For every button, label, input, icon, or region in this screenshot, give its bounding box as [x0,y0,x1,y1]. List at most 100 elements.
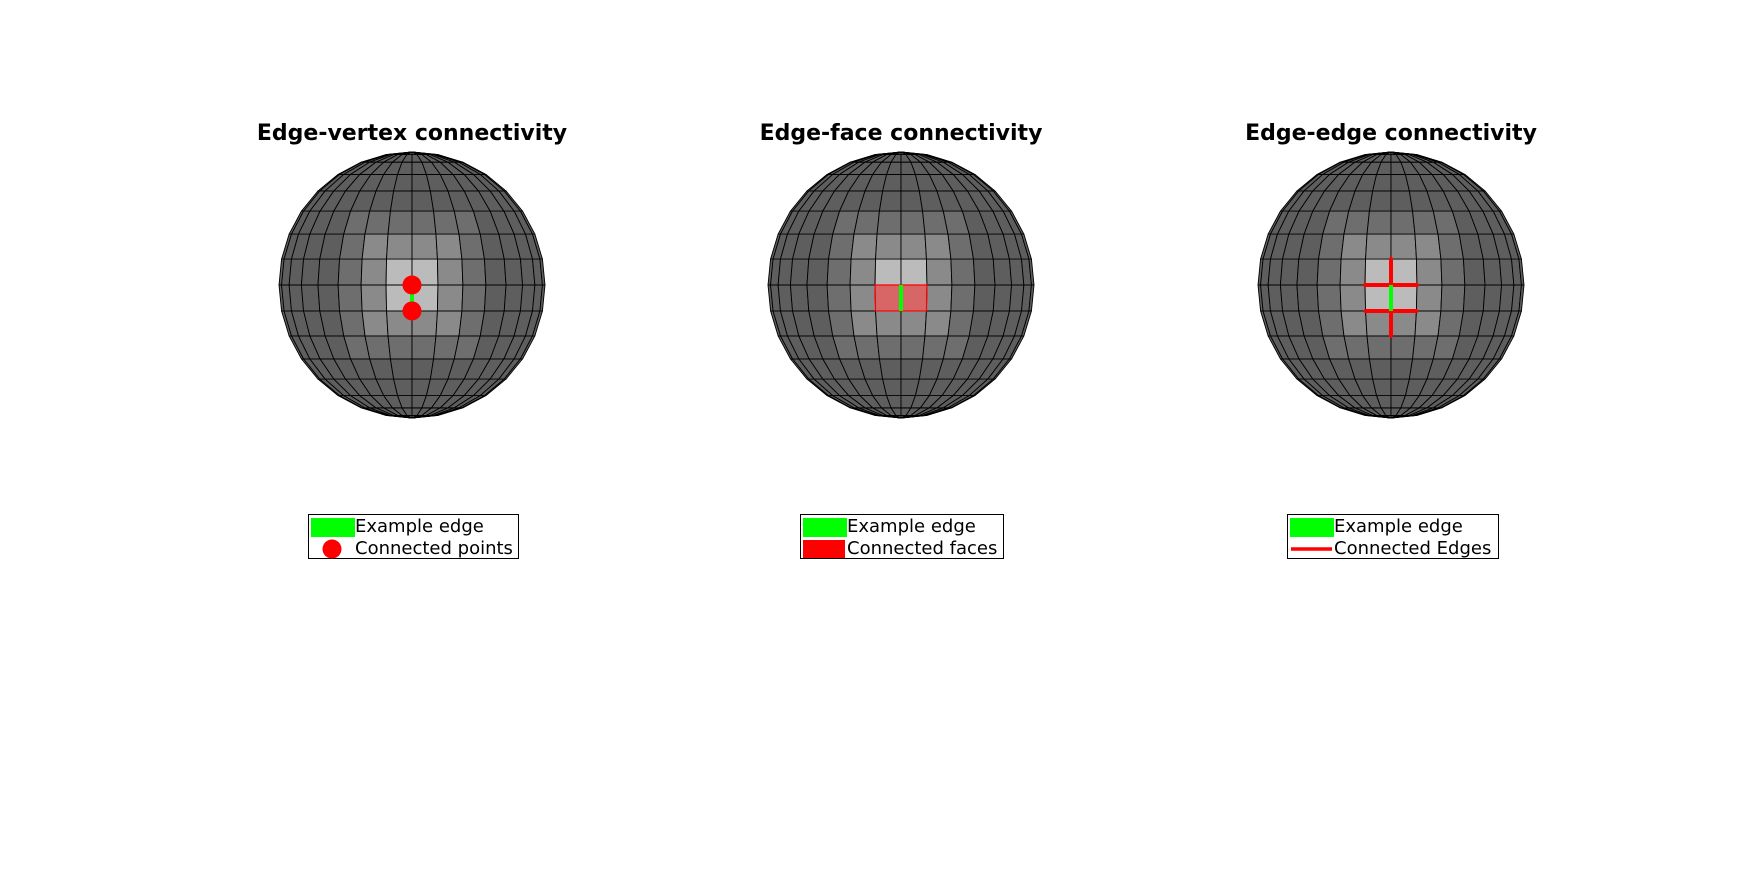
legend-label: Example edge [847,517,976,537]
mesh-face [484,259,506,285]
panel-edge-face: Edge-face connectivity Example edge Conn… [661,0,1141,888]
mesh-face [484,285,506,311]
legend-green-patch-icon [801,516,849,538]
mesh-face [437,259,462,285]
mesh-face [387,234,412,259]
mesh-face [925,234,951,259]
mesh-face [1369,359,1391,379]
legend-label: Connected Edges [1334,539,1491,559]
mesh-face [390,359,412,379]
legend-red-line-icon [1288,538,1336,560]
mesh-face [462,285,486,311]
mesh-face [1319,234,1344,259]
connected-point [403,301,422,320]
panel-edge-vertex: Edge-vertex connectivity Example edge Co… [172,0,652,888]
mesh-face [1441,285,1465,311]
mesh-face [901,191,923,211]
mesh-face [412,359,434,379]
mesh-face [901,259,927,285]
mesh-face [1317,259,1341,285]
mesh-face [973,285,995,311]
mesh-face [1483,285,1501,311]
mesh-face [1416,285,1441,311]
mesh-face [829,234,854,259]
mesh-face [807,259,829,285]
mesh-face [925,311,951,336]
mesh-face [412,191,434,211]
legend-entry-example-edge: Example edge [309,516,518,538]
legend-label: Example edge [1334,517,1463,537]
mesh-face [1416,259,1441,285]
legend-entry-example-edge: Example edge [1288,516,1498,538]
legend: Example edge Connected faces [800,514,1004,559]
mesh-face [1391,211,1415,234]
mesh-face [1317,285,1341,311]
mesh-face [365,211,390,234]
mesh-face [1483,259,1501,285]
legend-label: Example edge [355,517,484,537]
mesh-face [318,259,340,285]
mesh-face [338,259,362,285]
mesh-face [361,285,386,311]
legend-entry-connected-faces: Connected faces [801,538,1003,560]
mesh-face [807,285,829,311]
mesh-face [829,311,854,336]
mesh-face [973,259,995,285]
mesh-face [1367,211,1391,234]
mesh-face [901,311,926,336]
panel-edge-edge: Edge-edge connectivity Example edge Conn… [1151,0,1631,888]
connected-point [403,276,422,295]
mesh-face [412,336,436,359]
legend: Example edge Connected Edges [1287,514,1499,559]
mesh-face [876,234,901,259]
mesh-face [1341,234,1367,259]
mesh-face [301,285,319,311]
mesh-face [1441,259,1465,285]
mesh-face [340,234,365,259]
legend: Example edge Connected points [308,514,519,559]
mesh-face [388,336,412,359]
mesh-face [854,336,879,359]
connected-face [875,285,901,311]
mesh-face [1415,311,1441,336]
mesh-face [1280,285,1298,311]
mesh-face [901,359,923,379]
mesh-face [412,211,436,234]
mesh-face [1391,259,1417,285]
mesh-face [877,211,901,234]
sphere-mesh [172,0,652,888]
mesh-face [1391,234,1416,259]
mesh-face [318,285,340,311]
mesh-face [993,259,1011,285]
mesh-face [1341,311,1367,336]
mesh-face [437,285,462,311]
mesh-face [390,191,412,211]
mesh-face [1366,311,1391,336]
mesh-face [827,285,851,311]
mesh-face [876,311,901,336]
mesh-face [850,285,875,311]
legend-green-patch-icon [309,516,357,538]
mesh-face [362,311,388,336]
mesh-face [1391,191,1413,211]
legend-green-patch-icon [1288,516,1336,538]
mesh-face [790,259,808,285]
mesh-face [504,259,522,285]
legend-red-patch-icon [801,538,849,560]
legend-label: Connected points [355,539,513,559]
sphere-mesh [661,0,1141,888]
mesh-face [951,285,975,311]
legend-label: Connected faces [847,539,997,559]
mesh-face [926,259,951,285]
mesh-face [1463,259,1485,285]
mesh-face [365,336,390,359]
mesh-face [1319,311,1344,336]
mesh-face [436,311,462,336]
legend-entry-connected-edges: Connected Edges [1288,538,1498,560]
mesh-face [827,259,851,285]
mesh-face [851,234,877,259]
mesh-face [1391,285,1417,311]
legend-entry-example-edge: Example edge [801,516,1003,538]
mesh-face [504,285,522,311]
